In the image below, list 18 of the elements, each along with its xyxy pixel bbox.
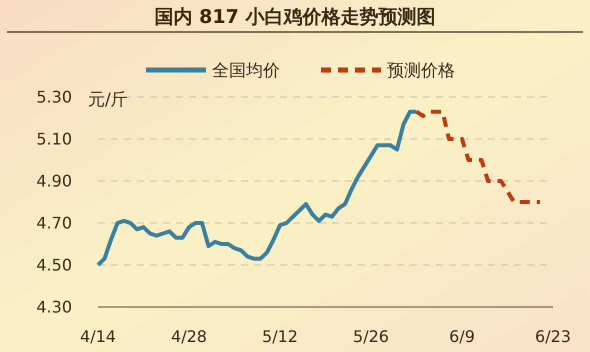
legend-label: 预测价格: [387, 60, 455, 81]
x-tick-label: 4/14: [80, 327, 116, 346]
legend-label: 全国均价: [212, 60, 280, 81]
y-tick-label: 4.70: [36, 214, 72, 233]
y-tick-label: 5.30: [36, 88, 72, 107]
x-tick-label: 5/12: [262, 327, 298, 346]
y-tick-label: 4.30: [36, 298, 72, 317]
line-series: [414, 110, 542, 204]
x-tick-label: 6/9: [449, 327, 475, 346]
y-axis-title: 元/斤: [88, 90, 128, 110]
y-tick-label: 4.50: [36, 256, 72, 275]
chart-title: 国内 817 小白鸡价格走势预测图: [154, 6, 436, 28]
x-tick-label: 6/23: [535, 327, 571, 346]
x-tick-label: 5/26: [353, 327, 389, 346]
y-tick-label: 4.90: [36, 172, 72, 191]
y-tick-label: 5.10: [36, 130, 72, 149]
line-series: [96, 110, 418, 267]
x-tick-label: 4/28: [171, 327, 207, 346]
